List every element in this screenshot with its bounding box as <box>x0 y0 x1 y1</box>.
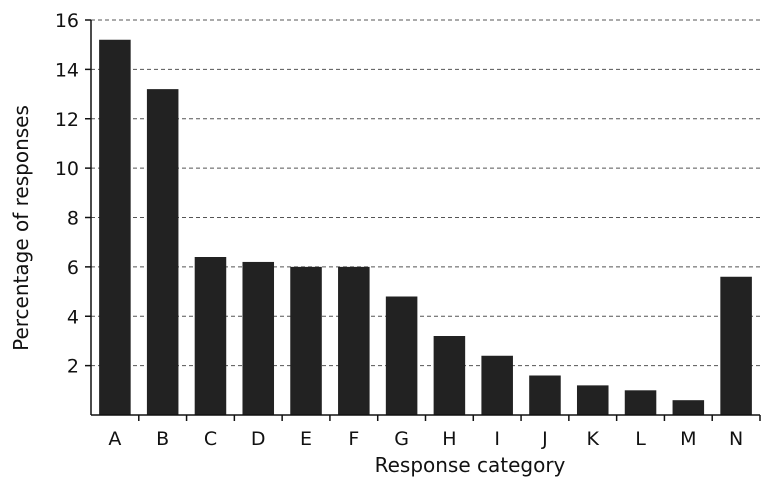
x-tick-label: K <box>587 428 600 450</box>
y-axis-title: Percentage of responses <box>9 105 33 351</box>
x-tick-label: D <box>251 428 266 450</box>
x-tick-label: N <box>729 428 743 450</box>
x-tick-label: G <box>394 428 409 450</box>
bar-b <box>146 89 179 415</box>
bar-a <box>99 39 131 415</box>
bar-k <box>576 385 609 415</box>
bar-i <box>481 355 513 415</box>
y-tick-label: 2 <box>67 356 79 378</box>
bar-f <box>338 266 370 415</box>
x-tick-label: I <box>494 428 500 450</box>
y-tick-label: 10 <box>55 158 79 180</box>
x-axis-title: Response category <box>375 453 566 477</box>
y-tick-label: 6 <box>67 257 79 279</box>
y-tick-label: 12 <box>55 109 79 131</box>
bar-m <box>672 400 705 415</box>
bar-n <box>720 276 752 415</box>
bar-e <box>290 266 322 415</box>
y-tick-label: 16 <box>55 10 79 32</box>
y-ticks: 2 4 6 8 10 12 14 16 <box>55 10 91 378</box>
y-tick-label: 4 <box>67 306 79 328</box>
bar-g <box>385 296 418 415</box>
x-tick-label: M <box>680 428 696 450</box>
bar-h <box>433 336 466 415</box>
bars <box>99 39 752 415</box>
gridlines <box>91 19 760 367</box>
bar-c <box>194 257 227 415</box>
x-tick-label: H <box>442 428 456 450</box>
bar-d <box>242 261 275 415</box>
bar-j <box>529 375 561 415</box>
x-ticks: A B C D E F G H I J K L M N <box>108 415 761 450</box>
y-tick-label: 14 <box>55 59 79 81</box>
x-tick-label: J <box>541 428 548 450</box>
x-tick-label: F <box>348 428 359 450</box>
bar-l <box>624 390 657 415</box>
x-tick-label: L <box>635 428 646 450</box>
x-tick-label: A <box>108 428 121 450</box>
x-tick-label: C <box>204 428 217 450</box>
y-tick-label: 8 <box>67 208 79 230</box>
x-tick-label: E <box>300 428 312 450</box>
x-tick-label: B <box>156 428 169 450</box>
